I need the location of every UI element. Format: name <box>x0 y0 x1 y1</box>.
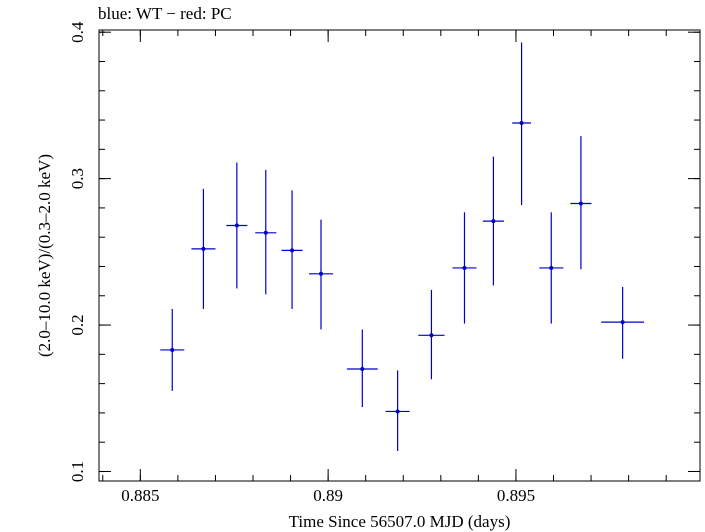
point-marker <box>263 230 268 235</box>
point-marker <box>170 347 175 352</box>
data-point <box>255 169 277 295</box>
data-point <box>418 289 445 380</box>
point-marker <box>360 366 365 371</box>
x-tick-label: 0.89 <box>313 486 343 505</box>
point-marker <box>578 201 583 206</box>
data-point <box>482 156 504 286</box>
data-point <box>346 329 378 408</box>
point-marker <box>290 248 295 253</box>
data-point <box>539 212 564 324</box>
data-point <box>601 286 645 359</box>
data-series <box>160 42 645 451</box>
y-tick-label: 0.4 <box>68 21 87 43</box>
point-marker <box>234 223 239 228</box>
point-marker <box>519 120 524 125</box>
y-axis-label: (2.0–10.0 keV)/(0.3–2.0 keV) <box>35 154 54 357</box>
data-point <box>281 190 303 309</box>
point-marker <box>549 265 554 270</box>
point-marker <box>429 333 434 338</box>
x-tick-label: 0.895 <box>497 486 535 505</box>
x-axis-label: Time Since 56507.0 MJD (days) <box>289 512 511 531</box>
x-tick-label: 0.885 <box>121 486 159 505</box>
data-point <box>226 162 248 289</box>
point-marker <box>462 265 467 270</box>
series-wt <box>160 42 645 451</box>
data-point <box>191 188 216 309</box>
data-point <box>160 308 185 391</box>
plot-frame <box>98 29 701 482</box>
data-point <box>308 219 334 330</box>
point-marker <box>395 409 400 414</box>
point-marker <box>620 320 625 325</box>
y-tick-label: 0.3 <box>68 168 87 189</box>
point-marker <box>491 219 496 224</box>
axis-tick-labels: 0.885 0.89 0.895 0.1 0.2 0.3 0.4 <box>68 21 535 505</box>
data-point <box>385 370 410 451</box>
y-tick-label: 0.2 <box>68 314 87 335</box>
chart-title: blue: WT − red: PC <box>98 4 232 23</box>
data-point <box>452 212 477 324</box>
data-point <box>512 42 531 205</box>
point-marker <box>318 271 323 276</box>
axis-ticks <box>99 30 700 481</box>
y-tick-label: 0.1 <box>68 461 87 482</box>
point-marker <box>201 246 206 251</box>
data-point <box>570 136 592 270</box>
